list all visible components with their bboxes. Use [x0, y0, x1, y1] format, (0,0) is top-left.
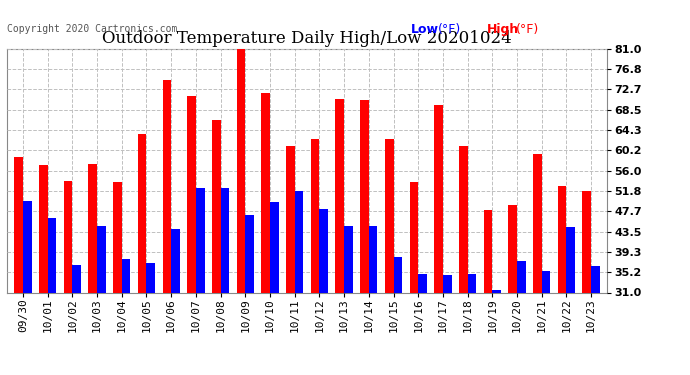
Bar [443, 275, 451, 292]
Bar [262, 93, 270, 292]
Bar [221, 188, 229, 292]
Bar [163, 81, 171, 292]
Bar [48, 218, 57, 292]
Bar [484, 210, 493, 292]
Bar [591, 266, 600, 292]
Bar [187, 96, 196, 292]
Bar [270, 202, 279, 292]
Bar [459, 146, 468, 292]
Bar [344, 226, 353, 292]
Text: Low: Low [411, 22, 439, 36]
Bar [369, 226, 377, 292]
Bar [23, 201, 32, 292]
Bar [121, 260, 130, 292]
Bar [410, 182, 418, 292]
Bar [434, 105, 443, 292]
Bar [14, 157, 23, 292]
Bar [286, 146, 295, 292]
Bar [319, 209, 328, 292]
Bar [138, 134, 146, 292]
Bar [39, 165, 48, 292]
Bar [72, 265, 81, 292]
Bar [146, 263, 155, 292]
Bar [468, 274, 476, 292]
Text: (°F): (°F) [438, 22, 462, 36]
Bar [393, 257, 402, 292]
Text: High: High [486, 22, 519, 36]
Bar [533, 154, 542, 292]
Bar [335, 99, 344, 292]
Bar [113, 182, 121, 292]
Title: Outdoor Temperature Daily High/Low 20201024: Outdoor Temperature Daily High/Low 20201… [102, 30, 512, 47]
Bar [566, 226, 575, 292]
Bar [63, 182, 72, 292]
Bar [360, 100, 369, 292]
Bar [212, 120, 221, 292]
Bar [97, 226, 106, 292]
Bar [196, 188, 204, 292]
Bar [171, 229, 180, 292]
Bar [88, 164, 97, 292]
Bar [295, 191, 304, 292]
Bar [237, 49, 245, 292]
Bar [418, 274, 427, 292]
Bar [542, 271, 551, 292]
Bar [558, 186, 566, 292]
Text: Copyright 2020 Cartronics.com: Copyright 2020 Cartronics.com [7, 24, 177, 34]
Bar [245, 215, 254, 292]
Bar [517, 261, 526, 292]
Bar [582, 191, 591, 292]
Text: (°F): (°F) [516, 22, 540, 36]
Bar [385, 139, 393, 292]
Bar [493, 290, 501, 292]
Bar [310, 139, 319, 292]
Bar [509, 205, 517, 292]
